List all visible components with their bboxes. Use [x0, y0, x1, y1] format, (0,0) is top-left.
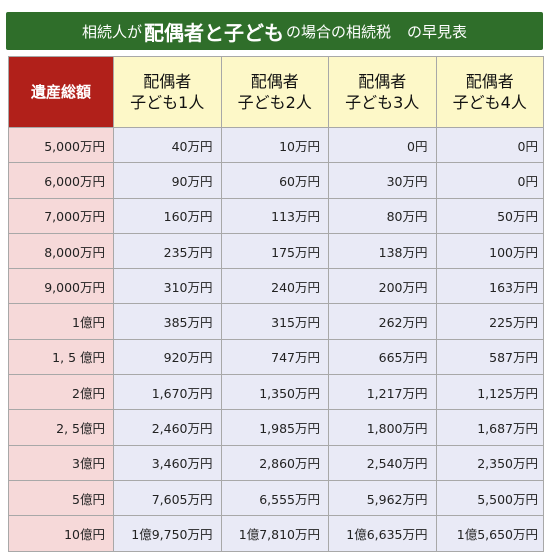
- tax-amount-cell: 0円: [435, 162, 544, 199]
- tax-amount-cell: 200万円: [328, 268, 437, 305]
- tax-amount-cell: 2,540万円: [328, 444, 437, 481]
- table-row: 6,000万円 90万円 60万円 30万円 0円: [8, 162, 544, 199]
- tax-amount-cell: 5,962万円: [328, 479, 437, 517]
- estate-amount-cell: 2, 5億円: [8, 409, 114, 446]
- table-row: 1億円 385万円 315万円 262万円 225万円: [8, 303, 544, 340]
- tax-amount-cell: 7,605万円: [113, 479, 222, 517]
- column-header-4: 配偶者 子ども4人: [435, 56, 544, 128]
- tax-amount-cell: 2,350万円: [435, 444, 544, 481]
- tax-amount-cell: 2,460万円: [113, 409, 222, 446]
- estate-amount-cell: 1, 5 億円: [8, 338, 114, 376]
- estate-amount-cell: 5億円: [8, 479, 114, 517]
- column-header-2: 配偶者 子ども2人: [220, 56, 329, 128]
- tax-amount-cell: 10万円: [220, 126, 329, 164]
- tax-amount-cell: 0円: [435, 126, 544, 164]
- tax-amount-cell: 1,687万円: [435, 409, 544, 446]
- tax-amount-cell: 0円: [328, 126, 437, 164]
- table-row: 8,000万円 235万円 175万円 138万円 100万円: [8, 232, 544, 270]
- column-header-1: 配偶者 子ども1人: [113, 56, 222, 128]
- estate-amount-cell: 8,000万円: [8, 232, 114, 270]
- table-row: 9,000万円 310万円 240万円 200万円 163万円: [8, 268, 544, 305]
- tax-amount-cell: 1億6,635万円: [328, 515, 437, 552]
- estate-total-header: 遺産総額: [8, 56, 114, 128]
- tax-amount-cell: 225万円: [435, 303, 544, 340]
- estate-amount-cell: 10億円: [8, 515, 114, 552]
- tax-amount-cell: 6,555万円: [220, 479, 329, 517]
- tax-amount-cell: 50万円: [435, 197, 544, 234]
- tax-amount-cell: 113万円: [220, 197, 329, 234]
- tax-amount-cell: 1,800万円: [328, 409, 437, 446]
- tax-amount-cell: 30万円: [328, 162, 437, 199]
- title-part-3: の場合の相続税: [285, 22, 391, 41]
- tax-amount-cell: 747万円: [220, 338, 329, 376]
- table-row: 2, 5億円 2,460万円 1,985万円 1,800万円 1,687万円: [8, 409, 544, 446]
- tax-amount-cell: 90万円: [113, 162, 222, 199]
- tax-amount-cell: 2,860万円: [220, 444, 329, 481]
- tax-amount-cell: 920万円: [113, 338, 222, 376]
- tax-amount-cell: 315万円: [220, 303, 329, 340]
- table-row: 5,000万円 40万円 10万円 0円 0円: [8, 126, 544, 164]
- estate-amount-cell: 2億円: [8, 374, 114, 411]
- tax-amount-cell: 1億7,810万円: [220, 515, 329, 552]
- tax-amount-cell: 1,125万円: [435, 374, 544, 411]
- tax-amount-cell: 1億5,650万円: [435, 515, 544, 552]
- tax-amount-cell: 80万円: [328, 197, 437, 234]
- column-header-3: 配偶者 子ども3人: [328, 56, 437, 128]
- tax-amount-cell: 175万円: [220, 232, 329, 270]
- estate-amount-cell: 1億円: [8, 303, 114, 340]
- table-row: 2億円 1,670万円 1,350万円 1,217万円 1,125万円: [8, 374, 544, 411]
- tax-amount-cell: 310万円: [113, 268, 222, 305]
- tax-amount-cell: 1,985万円: [220, 409, 329, 446]
- table-row: 3億円 3,460万円 2,860万円 2,540万円 2,350万円: [8, 444, 544, 481]
- estate-amount-cell: 6,000万円: [8, 162, 114, 199]
- tax-amount-cell: 587万円: [435, 338, 544, 376]
- title-banner: 相続人が 配偶者と子ども の場合の相続税 の早見表: [6, 12, 543, 50]
- tax-amount-cell: 60万円: [220, 162, 329, 199]
- tax-amount-cell: 240万円: [220, 268, 329, 305]
- tax-amount-cell: 5,500万円: [435, 479, 544, 517]
- tax-amount-cell: 138万円: [328, 232, 437, 270]
- tax-amount-cell: 100万円: [435, 232, 544, 270]
- header-row: 遺産総額 配偶者 子ども1人 配偶者 子ども2人 配偶者 子ども3人 配偶者 子ども4人: [8, 56, 544, 128]
- estate-amount-cell: 7,000万円: [8, 197, 114, 234]
- title-part-2: 配偶者と子ども: [143, 20, 284, 45]
- inheritance-tax-table: 遺産総額 配偶者 子ども1人 配偶者 子ども2人 配偶者 子ども3人 配偶者 子ども4人…: [8, 56, 544, 552]
- tax-amount-cell: 1,350万円: [220, 374, 329, 411]
- table-row: 10億円 1億9,750万円 1億7,810万円 1億6,635万円 1億5,650万円: [8, 515, 544, 552]
- tax-amount-cell: 665万円: [328, 338, 437, 376]
- tax-amount-cell: 1,217万円: [328, 374, 437, 411]
- tax-amount-cell: 160万円: [113, 197, 222, 234]
- estate-amount-cell: 5,000万円: [8, 126, 114, 164]
- table-row: 1, 5 億円 920万円 747万円 665万円 587万円: [8, 338, 544, 376]
- title-part-4: の早見表: [407, 22, 468, 41]
- tax-amount-cell: 1,670万円: [113, 374, 222, 411]
- tax-amount-cell: 1億9,750万円: [113, 515, 222, 552]
- estate-amount-cell: 9,000万円: [8, 268, 114, 305]
- tax-amount-cell: 385万円: [113, 303, 222, 340]
- tax-amount-cell: 163万円: [435, 268, 544, 305]
- tax-amount-cell: 40万円: [113, 126, 222, 164]
- table-row: 5億円 7,605万円 6,555万円 5,962万円 5,500万円: [8, 479, 544, 517]
- tax-amount-cell: 3,460万円: [113, 444, 222, 481]
- table-row: 7,000万円 160万円 113万円 80万円 50万円: [8, 197, 544, 234]
- title-part-1: 相続人が: [81, 22, 142, 41]
- tax-amount-cell: 262万円: [328, 303, 437, 340]
- estate-amount-cell: 3億円: [8, 444, 114, 481]
- tax-amount-cell: 235万円: [113, 232, 222, 270]
